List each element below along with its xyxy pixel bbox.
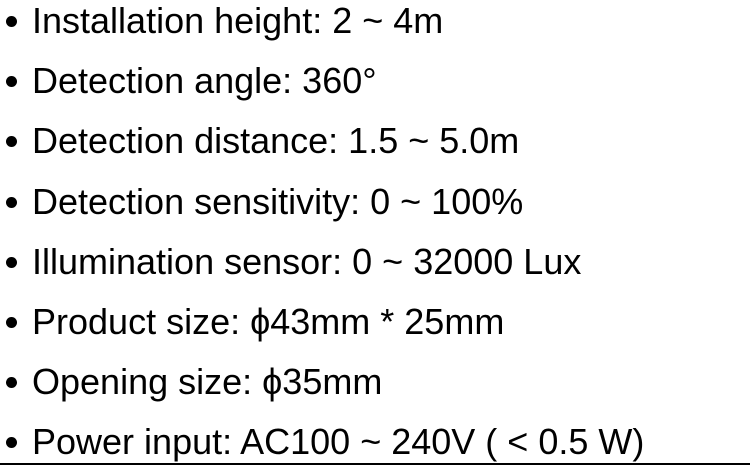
spec-text: Product size: ϕ43mm * 25mm	[32, 301, 505, 342]
spec-product-size: Product size: ϕ43mm * 25mm	[0, 292, 504, 352]
bullet-dot-icon	[6, 75, 17, 87]
bullet-dot-icon	[6, 196, 17, 208]
spec-detection-angle: Detection angle: 360°	[0, 51, 377, 111]
bullet-dot-icon	[6, 436, 17, 448]
spec-text: Installation height: 2 ~ 4m	[32, 0, 444, 41]
spec-text: Illumination sensor: 0 ~ 32000 Lux	[32, 241, 582, 282]
bullet-dot-icon	[6, 15, 17, 27]
bullet-dot-icon	[6, 316, 17, 328]
spec-detection-sensitivity: Detection sensitivity: 0 ~ 100%	[0, 172, 523, 232]
spec-text: Detection angle: 360°	[32, 60, 377, 101]
spec-opening-size: Opening size: ϕ35mm	[0, 352, 382, 412]
spec-installation-height: Installation height: 2 ~ 4m	[0, 0, 443, 51]
spec-text: Detection sensitivity: 0 ~ 100%	[32, 181, 524, 222]
bullet-dot-icon	[6, 256, 17, 268]
spec-text: Opening size: ϕ35mm	[32, 361, 383, 402]
bottom-divider	[0, 463, 750, 465]
spec-illumination-sensor: Illumination sensor: 0 ~ 32000 Lux	[0, 232, 581, 292]
spec-detection-distance: Detection distance: 1.5 ~ 5.0m	[0, 111, 519, 171]
bullet-dot-icon	[6, 135, 17, 147]
bullet-dot-icon	[6, 376, 17, 388]
spec-text: Detection distance: 1.5 ~ 5.0m	[32, 120, 520, 161]
spec-power-input: Power input: AC100 ~ 240V ( < 0.5 W)	[0, 412, 644, 472]
spec-text: Power input: AC100 ~ 240V ( < 0.5 W)	[32, 421, 645, 462]
